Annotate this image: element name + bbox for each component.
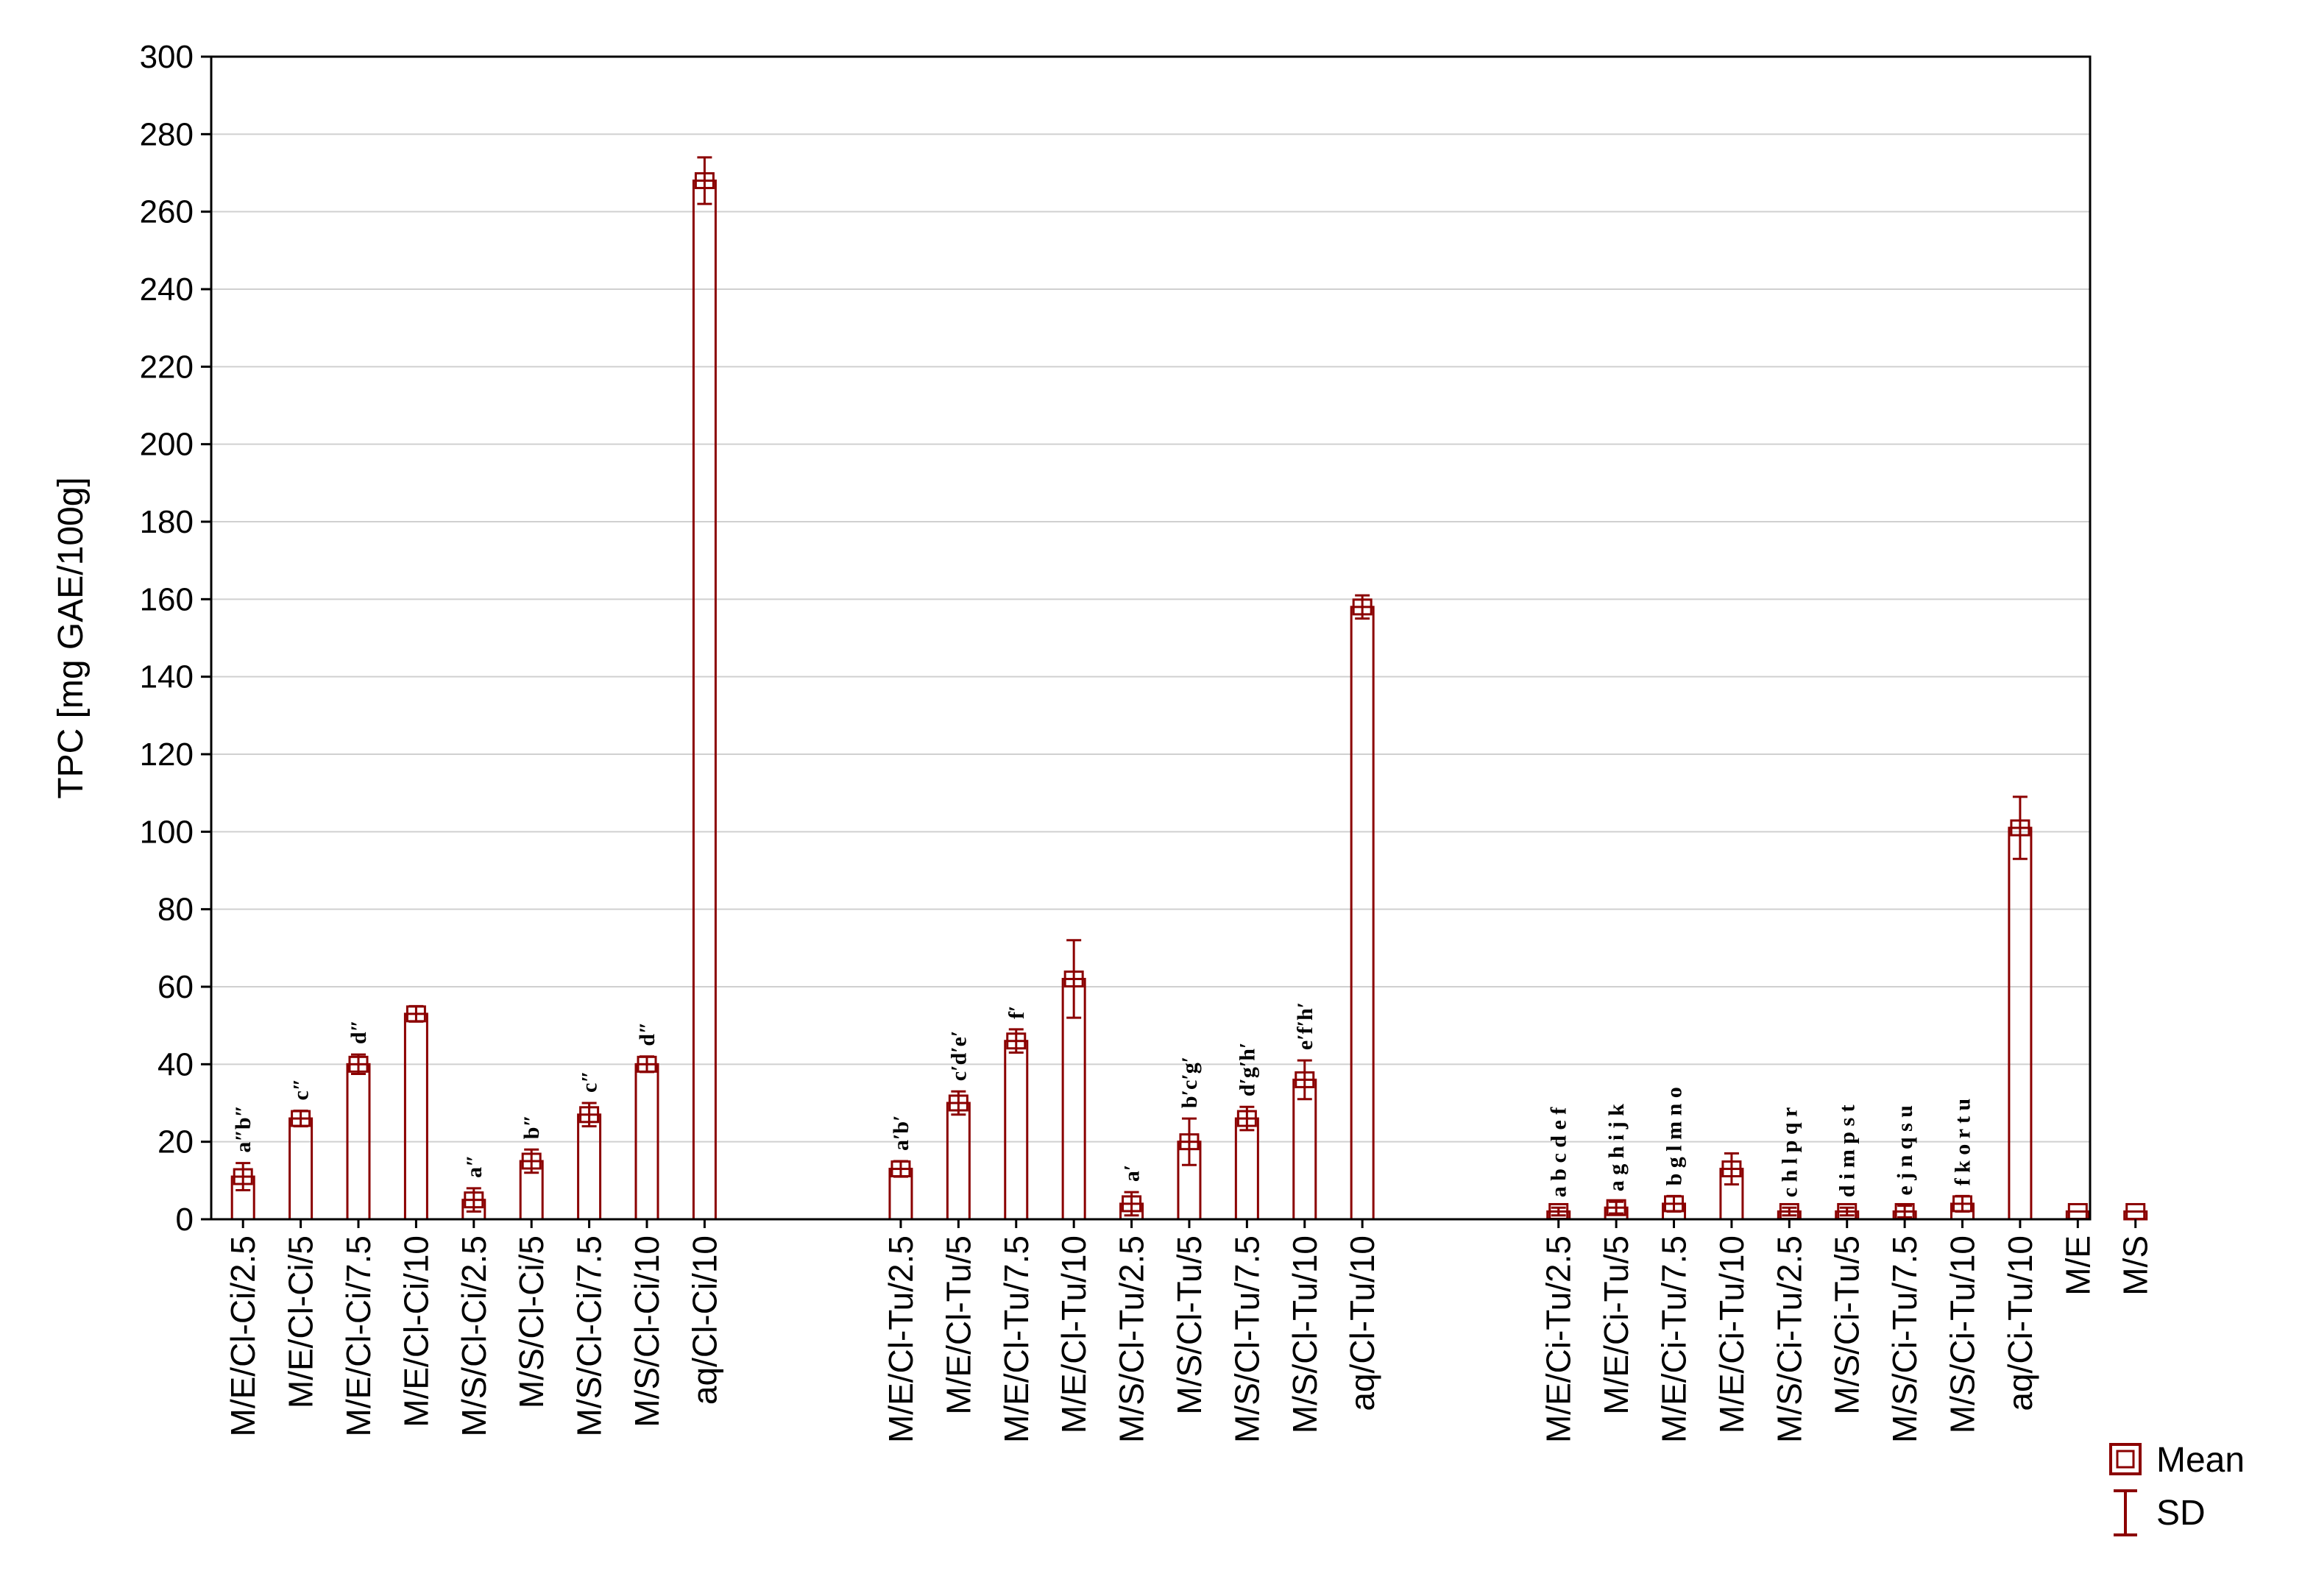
significance-label: f k o r t u [1951, 1099, 1975, 1186]
y-axis-label: TPC [mg GAE/100g] [52, 477, 91, 799]
y-tick-label: 40 [157, 1046, 194, 1082]
category-label: M/E/Cl-Tu/2.5 [882, 1235, 920, 1443]
y-tick-label: 100 [140, 814, 194, 850]
labels: M/E/Cl-Ci/2.5a″b″M/E/Cl-Ci/5c″M/E/Cl-Ci/… [224, 1002, 2155, 1443]
significance-label: d″ [347, 1020, 371, 1044]
significance-label: c″ [289, 1079, 314, 1101]
significance-label: f′ [1005, 1005, 1029, 1018]
y-tick-label: 240 [140, 272, 194, 308]
y-tick-label: 140 [140, 659, 194, 695]
category-label: M/E/Cl-Tu/10 [1055, 1235, 1093, 1433]
category-label: M/S [2117, 1235, 2155, 1296]
mean-marker [2125, 1202, 2146, 1220]
category-label: M/S/Ci-Tu/10 [1944, 1235, 1982, 1433]
legend-sd-label: SD [2156, 1494, 2206, 1533]
y-tick-label: 260 [140, 194, 194, 230]
significance-label: c″ [578, 1071, 602, 1093]
significance-label: a b c d e f [1547, 1107, 1571, 1198]
category-label: M/S/Cl-Tu/5 [1170, 1235, 1208, 1415]
y-tick-label: 0 [176, 1202, 194, 1238]
y-tick-label: 180 [140, 504, 194, 540]
category-label: M/E/Cl-Ci/10 [397, 1235, 435, 1427]
category-label: M/E/Cl-Tu/7.5 [997, 1235, 1035, 1443]
significance-label: b g l m n o [1662, 1087, 1687, 1185]
significance-label: a″ [462, 1155, 486, 1178]
significance-label: d′g′h′ [1235, 1043, 1259, 1097]
significance-label: b′c′g′ [1178, 1057, 1202, 1108]
category-label: M/E/Ci-Tu/7.5 [1655, 1235, 1693, 1443]
significance-label: d″ [635, 1022, 659, 1046]
legend-mean-icon [2109, 1443, 2142, 1475]
axes: 0 20 40 60 80 100 120 140 160 180 200 220 240 260 280 3… [140, 39, 2137, 1238]
legend-mean-icon-inner [2116, 1450, 2135, 1469]
y-tick-label: 220 [140, 349, 194, 385]
category-label: M/E/Ci-Tu/2.5 [1540, 1235, 1578, 1443]
significance-label: a′b′ [889, 1115, 913, 1151]
mean-marker [1606, 1199, 1626, 1216]
category-label: M/S/Ci-Tu/5 [1828, 1235, 1866, 1415]
category-label: M/E/Cl-Ci/7.5 [339, 1235, 378, 1436]
category-label: aq/Cl-Tu/10 [1343, 1235, 1381, 1411]
category-label: M/E/Cl-Ci/5 [282, 1235, 320, 1408]
category-label: M/S/Cl-Ci/5 [512, 1235, 550, 1408]
y-tick-label: 200 [140, 427, 194, 463]
y-tick-label: 60 [157, 969, 194, 1005]
category-label: M/E/Ci-Tu/5 [1597, 1235, 1635, 1415]
category-label: M/S/Cl-Ci/10 [628, 1235, 666, 1427]
category-label: M/S/Ci-Tu/2.5 [1770, 1235, 1808, 1443]
significance-label: a″b″ [231, 1105, 255, 1153]
category-label: M/S/Cl-Ci/2.5 [455, 1235, 493, 1436]
category-label: aq/Cl-Ci/10 [685, 1235, 723, 1405]
category-label: M/S/Ci-Tu/7.5 [1885, 1235, 1924, 1443]
category-label: M/E/Cl-Tu/5 [939, 1235, 977, 1415]
legend-mean-label: Mean [2156, 1441, 2245, 1480]
y-tick-label: 80 [157, 892, 194, 928]
significance-label: e j n q s u [1893, 1105, 1917, 1196]
significance-label: a g h i j k [1604, 1104, 1629, 1192]
category-label: M/S/Cl-Tu/2.5 [1113, 1235, 1151, 1443]
y-tick-label: 20 [157, 1124, 194, 1160]
y-tick-label: 300 [140, 39, 194, 75]
category-label: M/E/Cl-Ci/2.5 [224, 1235, 262, 1436]
grid-lines [211, 133, 2090, 1143]
significance-label: c′d′e′ [946, 1031, 971, 1082]
y-tick-label: 120 [140, 737, 194, 773]
significance-label: d i m p s t [1835, 1104, 1860, 1197]
plot-frame [210, 55, 2092, 1221]
y-tick-label: 280 [140, 116, 194, 152]
category-label: M/S/Cl-Tu/7.5 [1228, 1235, 1266, 1443]
category-label: M/E [2058, 1235, 2097, 1296]
significance-label: a′ [1120, 1165, 1144, 1182]
legend: Mean SD [2109, 1441, 2245, 1536]
category-label: M/S/Cl-Ci/7.5 [570, 1235, 609, 1436]
category-label: aq/Ci-Tu/10 [2001, 1235, 2039, 1411]
significance-label: b″ [520, 1115, 544, 1139]
y-tick-label: 160 [140, 581, 194, 617]
category-label: M/E/Ci-Tu/10 [1713, 1235, 1751, 1433]
significance-label: c h l p q r [1777, 1107, 1802, 1198]
significance-label: e′f′h′ [1293, 1002, 1317, 1050]
category-label: M/S/Cl-Tu/10 [1286, 1235, 1324, 1433]
